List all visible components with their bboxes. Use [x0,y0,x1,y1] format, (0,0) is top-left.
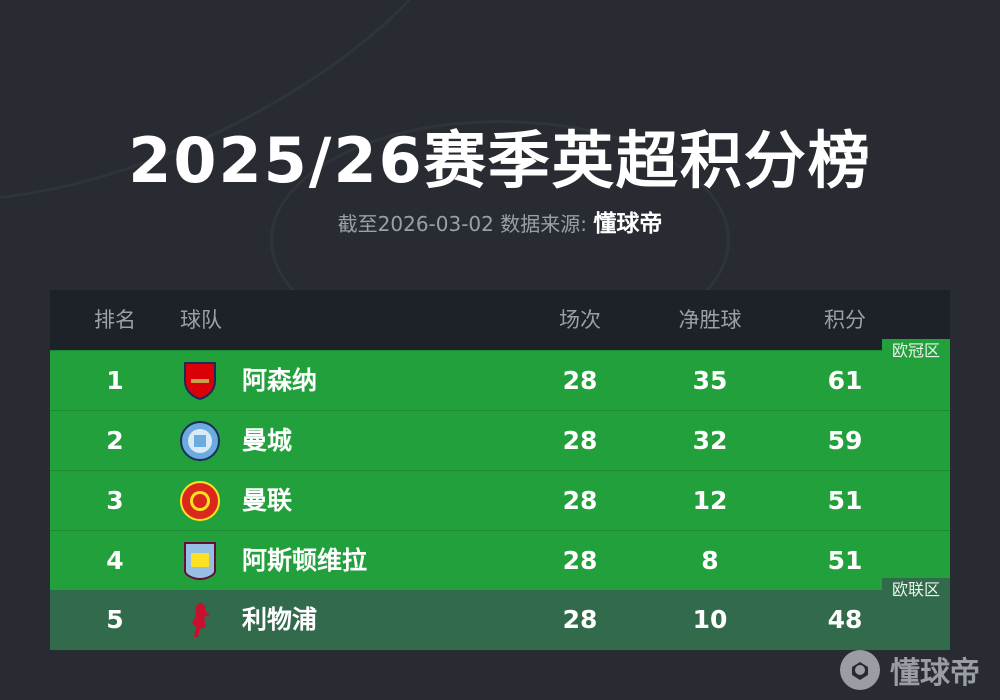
rank: 3 [106,486,124,515]
europa-league-zone-tag: 欧联区 [881,578,950,602]
goal-difference: 35 [692,366,728,395]
header-goal-difference: 净胜球 [678,308,742,332]
table-row: 3 曼联 28 12 51 [50,470,950,530]
table-row: 2 曼城 28 32 59 [50,410,950,470]
team-cell: 曼联 [180,471,480,531]
points: 51 [827,486,863,515]
date-source: 截至2026-03-02 数据来源: [337,212,594,236]
team-cell: 利物浦 [180,590,480,650]
watermark: 懂球帝 [838,648,980,692]
team-cell: 曼城 [180,411,480,471]
played: 28 [562,426,598,455]
rank: 4 [106,546,124,575]
goal-difference: 32 [692,426,728,455]
header-rank: 排名 [94,308,136,332]
rank: 2 [106,426,124,455]
team-cell: 阿斯顿维拉 [180,531,480,591]
champions-league-zone-tag: 欧冠区 [881,339,950,363]
points: 48 [827,605,863,634]
man-united-crest-icon [180,481,220,521]
standings-table: 排名 球队 场次 净胜球 积分 欧冠区 1 阿森纳 28 35 61 2 曼城 … [50,290,950,650]
points: 59 [827,426,863,455]
page-title: 2025/26赛季英超积分榜 [128,124,872,197]
goal-difference: 10 [692,605,728,634]
played: 28 [562,486,598,515]
liverpool-crest-icon [180,600,220,640]
header-played: 场次 [559,308,601,332]
team-name: 曼联 [242,486,293,515]
team-name: 阿斯顿维拉 [242,546,368,575]
goal-difference: 12 [692,486,728,515]
arsenal-crest-icon [180,361,220,401]
team-cell: 阿森纳 [180,351,480,411]
team-name: 阿森纳 [242,366,318,395]
goal-difference: 8 [701,546,719,575]
table-row: 欧冠区 1 阿森纳 28 35 61 [50,339,950,411]
subtitle: 截至2026-03-02 数据来源: 懂球帝 [0,204,1000,238]
team-name: 利物浦 [242,605,318,634]
header-points: 积分 [824,308,866,332]
rank: 1 [106,366,124,395]
football-logo-icon [840,650,880,690]
played: 28 [562,366,598,395]
watermark-text: 懂球帝 [890,656,980,691]
points: 51 [827,546,863,575]
played: 28 [562,546,598,575]
rank: 5 [106,605,124,634]
table-row: 欧联区 5 利物浦 28 10 48 [50,578,950,650]
table-row: 4 阿斯顿维拉 28 8 51 [50,530,950,590]
aston-villa-crest-icon [180,541,220,581]
source-brand: 懂球帝 [593,211,663,237]
played: 28 [562,605,598,634]
points: 61 [827,366,863,395]
table-header: 排名 球队 场次 净胜球 积分 [50,290,950,350]
team-name: 曼城 [242,426,293,455]
header-team: 球队 [180,308,222,332]
man-city-crest-icon [180,421,220,461]
